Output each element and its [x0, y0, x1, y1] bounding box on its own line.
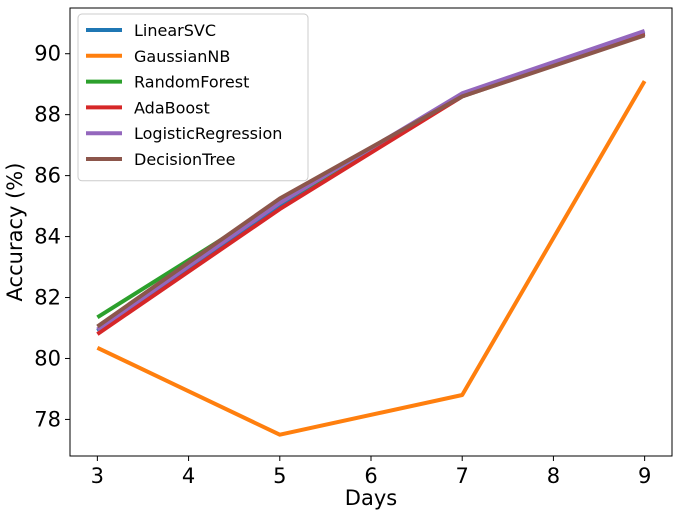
x-tick-label: 3: [91, 464, 104, 488]
x-tick-label: 9: [638, 464, 651, 488]
legend-label: LinearSVC: [134, 21, 216, 40]
series-line-5: [96, 33, 646, 329]
y-tick-label: 86: [34, 164, 61, 188]
y-axis-label: Accuracy (%): [3, 163, 27, 302]
legend: LinearSVC GaussianNB RandomForest AdaBoost L…: [77, 13, 309, 182]
legend-label: GaussianNB: [134, 47, 230, 66]
y-tick-label: 88: [34, 103, 61, 127]
y-tick-label: 90: [34, 42, 61, 66]
x-axis: 3 4 5 6 7 8 9: [91, 456, 651, 488]
x-tick-label: 8: [547, 464, 560, 488]
legend-label: LogisticRegression: [134, 124, 282, 143]
series-line-1: [96, 80, 647, 437]
x-tick-label: 7: [456, 464, 469, 488]
legend-label: RandomForest: [134, 73, 249, 92]
y-axis: 78 80 82 84 86 88 90: [34, 42, 70, 431]
series-lines: [96, 29, 647, 437]
legend-label: AdaBoost: [134, 98, 210, 117]
legend-box: [77, 13, 309, 182]
x-tick-label: 4: [182, 464, 195, 488]
x-tick-label: 5: [273, 464, 286, 488]
y-tick-label: 78: [34, 407, 61, 431]
y-tick-label: 80: [34, 346, 61, 370]
x-axis-label: Days: [345, 486, 397, 510]
y-tick-label: 82: [34, 286, 61, 310]
legend-label: DecisionTree: [134, 150, 235, 169]
y-tick-label: 84: [34, 225, 61, 249]
x-tick-label: 6: [364, 464, 377, 488]
